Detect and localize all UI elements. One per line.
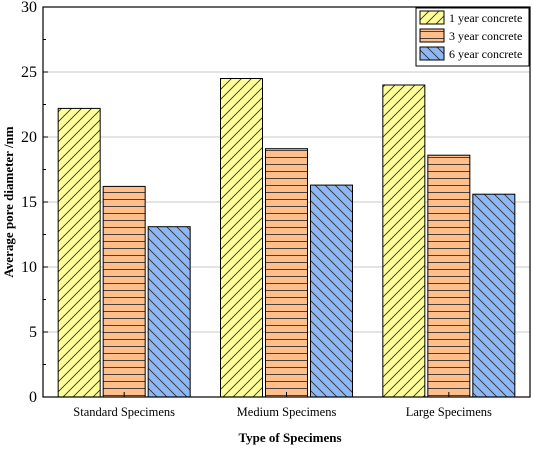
bar-2-1 bbox=[102, 185, 146, 398]
bar-1-1 bbox=[57, 107, 101, 398]
bar-1-2 bbox=[220, 78, 263, 398]
y-tick-label: 30 bbox=[21, 0, 37, 16]
legend-swatch-1 bbox=[419, 10, 445, 25]
tick-labels: 0 5 10 15 20 25 30 Standard Specimens Medium Spe… bbox=[21, 0, 492, 419]
y-tick-label: 25 bbox=[21, 64, 37, 81]
legend: 1 year concrete 3 year concrete 6 year con… bbox=[415, 7, 530, 67]
bar-1-3 bbox=[382, 84, 426, 398]
legend-label-3: 6 year concrete bbox=[449, 47, 522, 61]
x-tick-label: Standard Specimens bbox=[73, 405, 175, 419]
y-tick-label: 10 bbox=[21, 259, 37, 276]
x-tick-label: Large Specimens bbox=[406, 405, 492, 419]
x-axis-title: Type of Specimens bbox=[238, 430, 341, 445]
bar-2-2 bbox=[265, 148, 308, 398]
y-tick-label: 5 bbox=[29, 324, 37, 341]
y-tick-label: 0 bbox=[29, 389, 37, 406]
legend-swatch-2 bbox=[419, 28, 445, 43]
bar-3-3 bbox=[472, 193, 516, 398]
axes bbox=[42, 6, 531, 398]
y-tick-label: 15 bbox=[21, 194, 37, 211]
x-tick-label: Medium Specimens bbox=[237, 405, 337, 419]
bar-3-1 bbox=[147, 226, 191, 398]
y-axis-title: Average pore diameter /nm bbox=[1, 126, 16, 277]
legend-label-1: 1 year concrete bbox=[449, 11, 522, 25]
bar-3-2 bbox=[310, 184, 353, 398]
legend-label-2: 3 year concrete bbox=[449, 29, 522, 43]
bars bbox=[57, 78, 516, 398]
legend-swatch-3 bbox=[419, 46, 445, 61]
y-tick-label: 20 bbox=[21, 129, 37, 146]
bar-2-3 bbox=[427, 154, 471, 398]
